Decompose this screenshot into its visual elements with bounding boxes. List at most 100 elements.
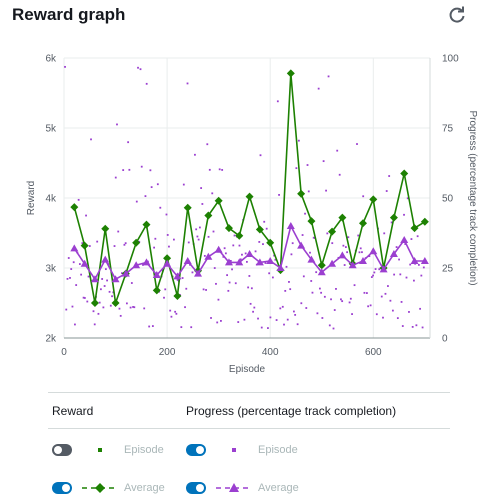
progress-episode-point (363, 291, 366, 294)
progress-average-point (173, 272, 182, 280)
reward-average-point (152, 286, 161, 295)
y2-tick-label: 0 (442, 334, 448, 345)
reward-average-toggle[interactable] (52, 482, 72, 494)
progress-episode-point (269, 316, 272, 319)
progress-episode-point (404, 243, 407, 245)
progress-episode-toggle[interactable] (186, 444, 206, 456)
progress-episode-point (338, 173, 341, 176)
progress-episode-point (275, 319, 278, 321)
reward-average-point (245, 192, 254, 201)
progress-episode-point (285, 265, 288, 268)
x-tick-label: 0 (61, 347, 67, 358)
progress-episode-point (323, 295, 326, 298)
reward-average-point (255, 225, 264, 234)
progress-episode-point (223, 247, 226, 250)
progress-episode-point (369, 304, 372, 307)
refresh-icon[interactable] (446, 4, 468, 26)
progress-episode-point (325, 189, 327, 192)
progress-episode-point (201, 203, 204, 205)
progress-episode-point (361, 251, 363, 254)
y-tick-label: 4k (45, 194, 57, 205)
progress-episode-point (217, 298, 220, 301)
progress-episode-point (332, 327, 335, 330)
progress-episode-point (384, 292, 387, 295)
y-tick-label: 6k (45, 54, 57, 65)
progress-episode-point (309, 251, 311, 254)
reward-episode-toggle[interactable] (52, 444, 72, 456)
progress-episode-point (335, 287, 337, 290)
reward-average-point (389, 213, 398, 222)
x-axis-title: Episode (229, 364, 266, 375)
progress-episode-point (86, 300, 89, 303)
progress-episode-point (100, 288, 102, 291)
progress-episode-point (301, 234, 304, 236)
progress-episode-point (222, 255, 225, 258)
progress-episode-point (370, 276, 373, 278)
reward-average-point (132, 238, 141, 247)
progress-episode-point (82, 296, 85, 299)
progress-episode-point (118, 307, 121, 310)
progress-episode-point (247, 286, 250, 289)
progress-average-point (70, 244, 79, 252)
progress-episode-point (306, 164, 309, 166)
reward-average-point (338, 213, 347, 222)
progress-episode-label: Episode (258, 444, 298, 456)
y-tick-label: 2k (45, 334, 57, 345)
progress-episode-point (196, 235, 199, 238)
progress-episode-point (367, 305, 370, 308)
progress-episode-point (212, 230, 215, 233)
progress-episode-point (72, 261, 75, 264)
progress-average-point (286, 222, 295, 229)
progress-episode-point (257, 317, 259, 320)
progress-average-point (379, 265, 388, 273)
progress-episode-point (286, 318, 289, 321)
progress-episode-point (353, 284, 356, 287)
progress-episode-point (83, 297, 86, 299)
progress-episode-point (327, 75, 330, 78)
reward-episode-toggle-row: Episode (52, 444, 164, 456)
progress-episode-point (238, 244, 241, 247)
progress-episode-point (66, 277, 69, 280)
progress-episode-point (175, 312, 178, 315)
progress-average-toggle[interactable] (186, 482, 206, 494)
progress-average-point (297, 241, 306, 249)
progress-episode-point (409, 263, 412, 266)
progress-episode-point (318, 287, 321, 290)
progress-episode-point (373, 271, 376, 274)
progress-episode-point (145, 82, 148, 85)
progress-episode-point (163, 296, 165, 299)
progress-episode-point (77, 198, 80, 201)
progress-episode-point (98, 301, 101, 304)
progress-episode-point (232, 244, 235, 247)
progress-legend-header: Progress (percentage track completion) (186, 404, 397, 418)
progress-episode-point (415, 324, 418, 327)
progress-average-point (224, 258, 233, 266)
progress-episode-point (128, 168, 131, 171)
progress-episode-point (307, 190, 310, 193)
progress-episode-point (416, 235, 419, 238)
progress-episode-point (419, 307, 422, 310)
progress-episode-point (356, 143, 358, 145)
progress-average-legend-icon (216, 483, 252, 492)
reward-average-point (286, 69, 295, 78)
progress-episode-point (408, 311, 410, 313)
progress-average-point (245, 250, 254, 257)
progress-episode-point (336, 149, 339, 152)
divider (48, 392, 450, 393)
progress-episode-point (291, 242, 294, 245)
progress-episode-point (113, 245, 116, 247)
progress-episode-point (389, 299, 392, 302)
y2-tick-label: 100 (442, 54, 459, 65)
progress-episode-point (267, 327, 269, 329)
progress-episode-point (93, 323, 96, 326)
progress-episode-point (194, 153, 196, 156)
progress-average-point (111, 275, 120, 283)
progress-average-point (214, 245, 223, 253)
progress-episode-point (252, 310, 254, 313)
progress-episode-point (254, 250, 257, 253)
reward-average-point (369, 195, 378, 204)
progress-episode-point (316, 312, 319, 315)
progress-episode-point (87, 275, 90, 278)
progress-episode-point (342, 244, 345, 247)
progress-average-point (369, 247, 378, 255)
